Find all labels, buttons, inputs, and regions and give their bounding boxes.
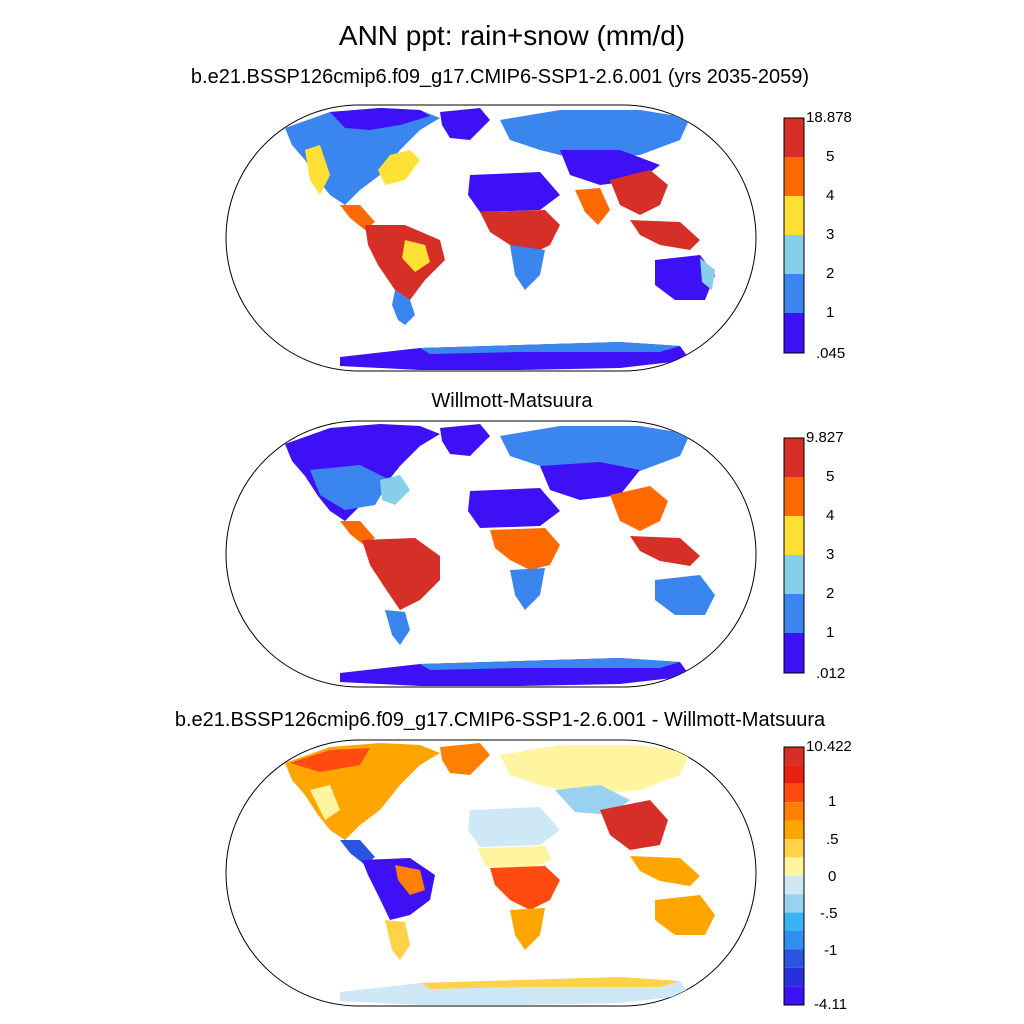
- eurasia-north: [500, 426, 690, 476]
- eurasia-north: [500, 745, 690, 795]
- colorbar-3-label-max: 10.422: [806, 738, 852, 755]
- south-america-wet: [365, 225, 445, 300]
- australia-east: [700, 258, 715, 290]
- south-america-amazon-yellow: [402, 240, 430, 272]
- east-asia: [600, 800, 668, 850]
- colorbar-1-label: 1: [826, 304, 835, 321]
- south-asia-wet: [575, 188, 610, 225]
- southern-africa: [510, 245, 545, 290]
- africa-south: [510, 908, 545, 950]
- panel-1-colorbar: [783, 117, 805, 354]
- colorbar-1-label-max: 18.878: [806, 109, 852, 126]
- east-asia: [610, 486, 668, 531]
- australia: [655, 895, 715, 935]
- africa-tropics: [490, 528, 560, 570]
- colorbar-3-label: .5: [826, 831, 839, 848]
- colorbar-1-label: 4: [826, 187, 835, 204]
- greenland: [440, 743, 490, 775]
- colorbar-1-label: 5: [826, 148, 835, 165]
- colorbar-2-label-min: .012: [816, 665, 846, 682]
- colorbar-2-label: 4: [826, 507, 835, 524]
- colorbar-3-label: 1: [828, 793, 837, 810]
- africa-tropics: [480, 210, 560, 255]
- amazon: [362, 538, 440, 610]
- panel-3-colorbar: [783, 746, 805, 1006]
- africa-tropics: [490, 866, 560, 910]
- maritime-continent: [630, 536, 700, 566]
- sahara: [468, 488, 560, 528]
- north-america-west: [310, 785, 340, 820]
- north-america-east-wet: [378, 150, 420, 185]
- australia: [655, 255, 715, 300]
- east-asia-wet: [610, 170, 668, 215]
- maritime-continent: [630, 220, 700, 250]
- antarctica-coast: [420, 342, 680, 354]
- colorbar-3-label: -1: [824, 942, 838, 959]
- eurasia-north: [500, 110, 690, 160]
- north-america-east: [380, 475, 410, 505]
- greenland: [440, 108, 490, 140]
- sahel: [478, 846, 552, 868]
- maritime-continent: [630, 856, 700, 886]
- central-asia: [540, 462, 640, 500]
- colorbar-2-label-max: 9.827: [806, 429, 844, 446]
- south-america-south: [385, 920, 410, 960]
- figure-title: ANN ppt: rain+snow (mm/d): [338, 20, 686, 51]
- south-america-south: [392, 290, 415, 325]
- north-america-west: [305, 145, 330, 195]
- greenland: [440, 424, 490, 456]
- colorbar-1-label: 2: [826, 265, 835, 282]
- colorbar-3-label: 0: [828, 868, 837, 885]
- north-america-mid: [310, 465, 390, 510]
- colorbar-3-label: -.5: [820, 905, 838, 922]
- colorbar-2-label: 3: [826, 546, 835, 563]
- north-america-north: [330, 108, 430, 130]
- central-america: [340, 840, 375, 865]
- colorbar-2-label: 5: [826, 468, 835, 485]
- australia: [655, 575, 715, 615]
- panel-2-title: Willmott-Matsuura: [431, 390, 593, 412]
- north-america-north: [290, 748, 370, 772]
- panel-1-map: [225, 104, 805, 372]
- antarctica-coast: [420, 977, 680, 989]
- africa-south: [510, 568, 545, 610]
- panel-2-colorbar: [783, 437, 805, 674]
- panel-3-title: b.e21.BSSP126cmip6.f09_g17.CMIP6-SSP1-2.…: [174, 709, 826, 731]
- south-america-south: [385, 610, 410, 645]
- central-asia: [555, 785, 630, 815]
- colorbar-3-label-min: -4.11: [814, 996, 848, 1013]
- colorbar-2-label: 1: [826, 624, 835, 641]
- sahara: [468, 172, 560, 212]
- panel-3-map: [225, 739, 805, 1007]
- central-america: [340, 521, 375, 546]
- panel-1-title: b.e21.BSSP126cmip6.f09_g17.CMIP6-SSP1-2.…: [190, 66, 810, 88]
- antarctica-coast: [420, 658, 680, 670]
- colorbar-2-label: 2: [826, 585, 835, 602]
- central-america: [340, 205, 375, 230]
- sahara: [468, 807, 560, 847]
- colorbar-1-label-min: .045: [816, 345, 846, 362]
- colorbar-1-label: 3: [826, 226, 835, 243]
- amazon-mix: [395, 865, 425, 895]
- panel-2-map: [225, 420, 805, 688]
